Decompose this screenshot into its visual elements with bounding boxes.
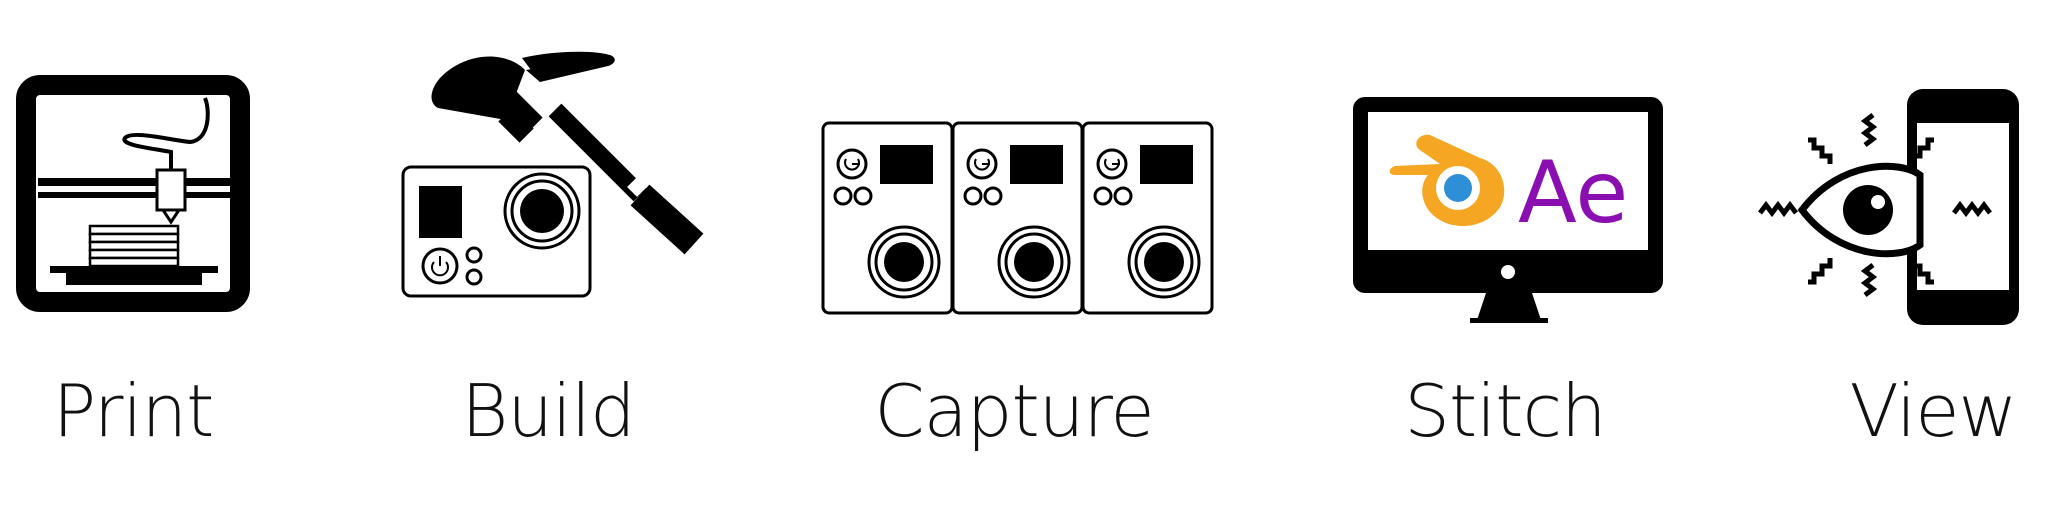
camera-hammer-icon [401, 51, 704, 298]
monitor-icon: Ae [1353, 97, 1663, 323]
step-label-build: Build [461, 369, 635, 453]
ae-text: Ae [1518, 143, 1628, 243]
3d-printer-icon [16, 75, 250, 312]
step-label-view: View [1849, 369, 2018, 453]
blender-logo [1389, 134, 1505, 227]
step-label-print: Print [52, 369, 215, 453]
camera-array-icon [821, 121, 1214, 315]
step-label-capture: Capture [874, 369, 1154, 453]
step-label-stitch: Stitch [1404, 369, 1606, 453]
eye-phone-icon [1758, 89, 2019, 325]
